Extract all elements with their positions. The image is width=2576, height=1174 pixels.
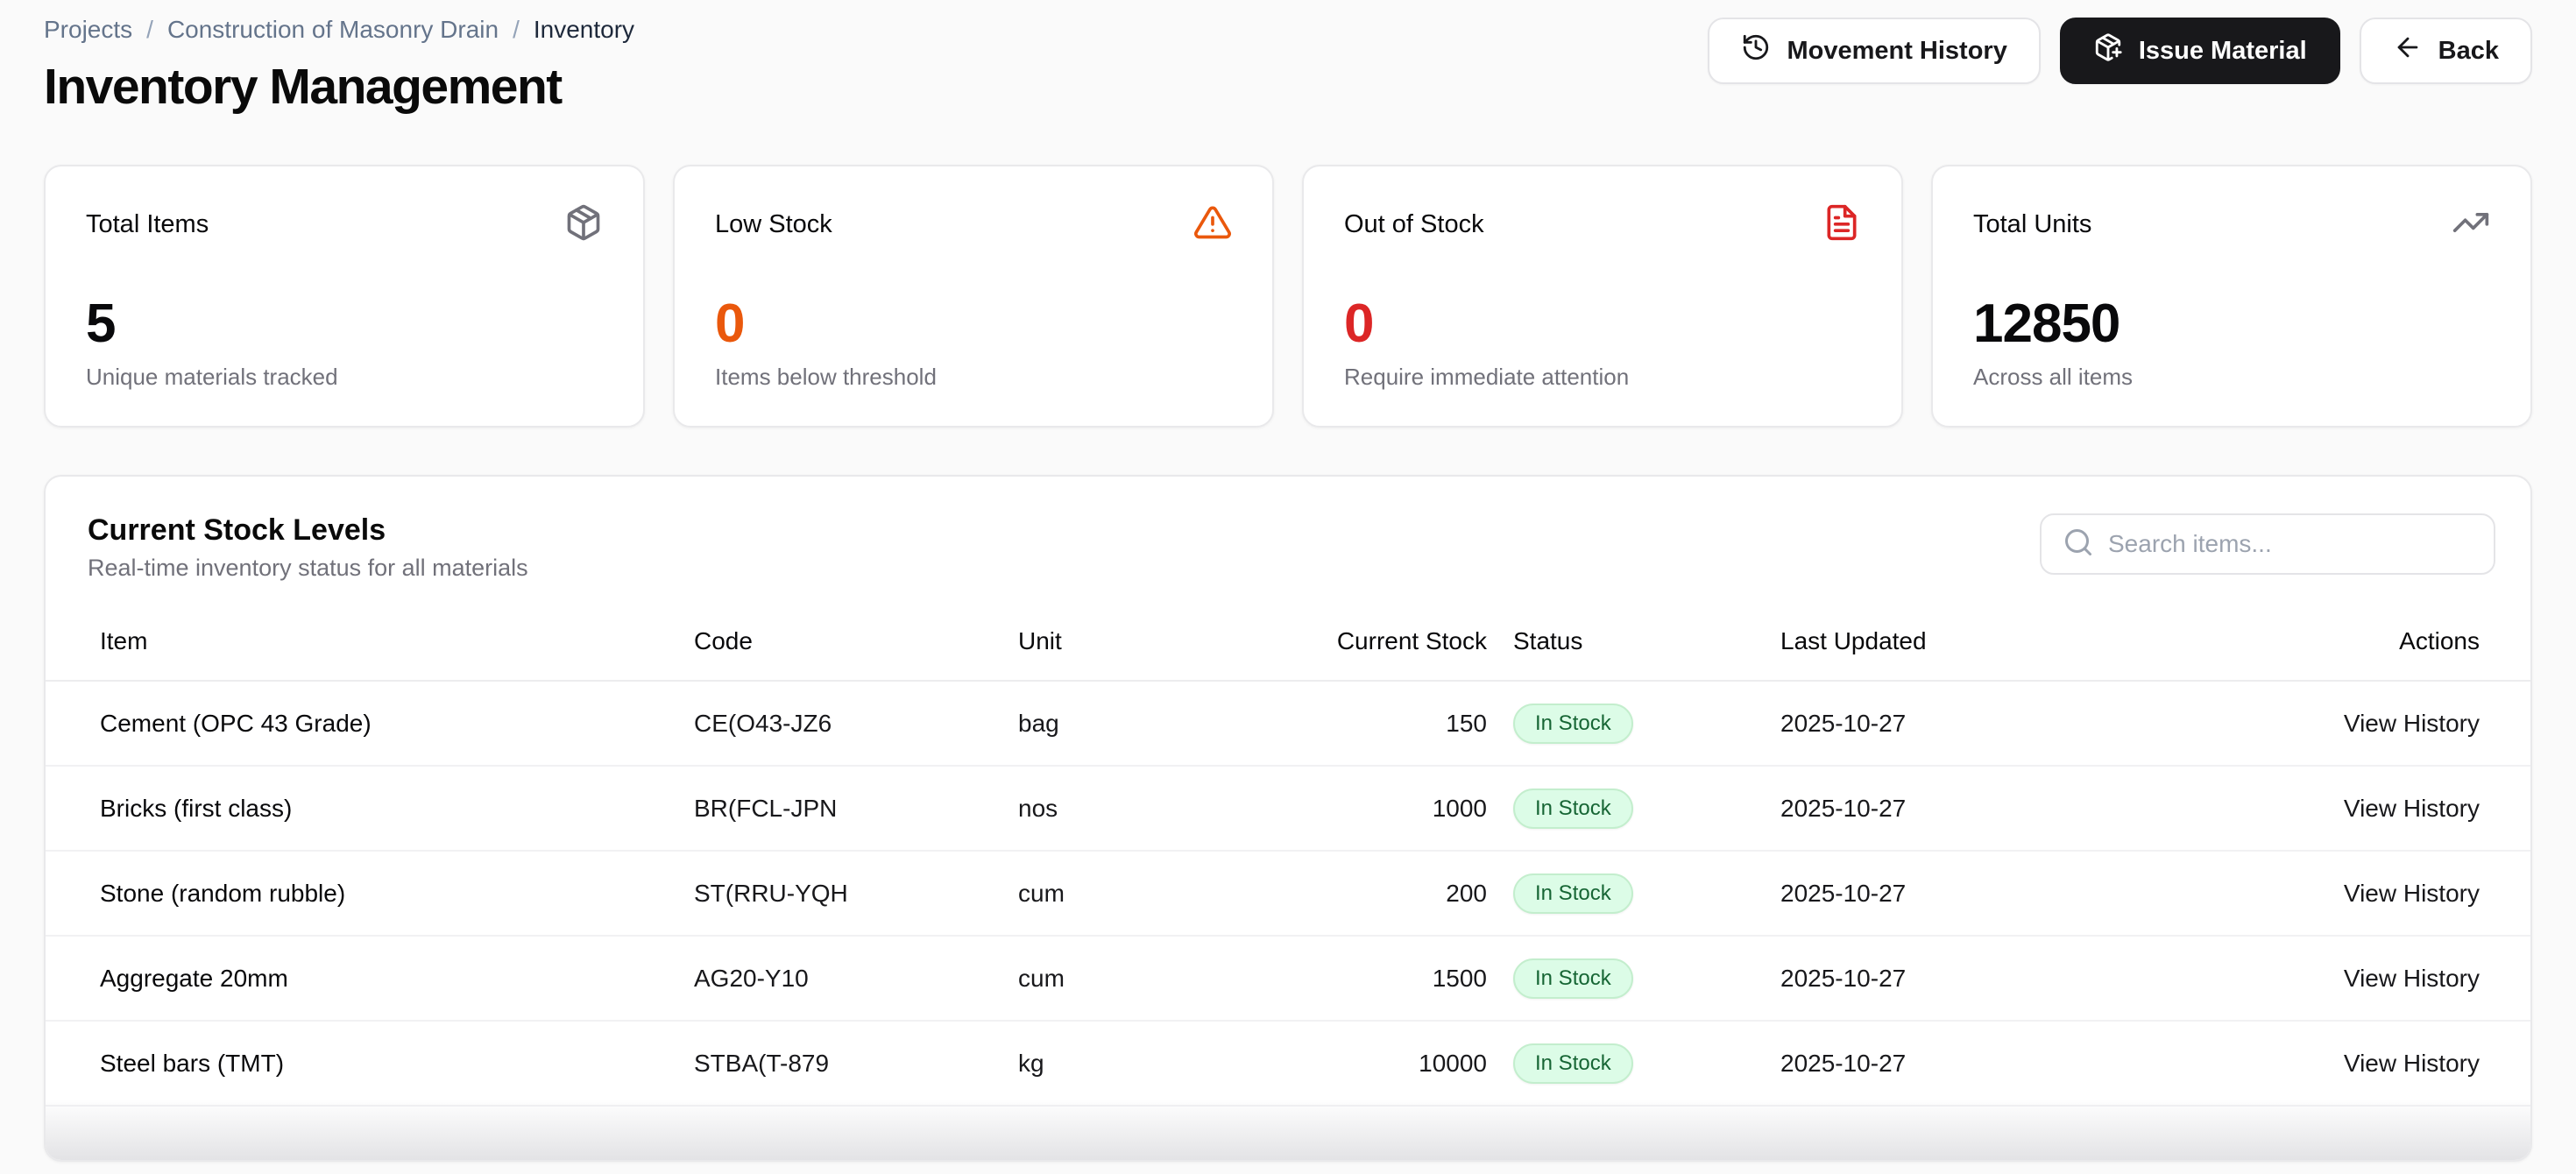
status-badge: In Stock — [1513, 788, 1633, 829]
item-updated: 2025-10-27 — [1754, 681, 2087, 767]
status-badge: In Stock — [1513, 958, 1633, 999]
item-stock: 150 — [1299, 681, 1487, 767]
stat-card-out-of-stock: Out of Stock 0 Require immediate attenti… — [1302, 165, 1903, 428]
trending-up-icon — [2452, 203, 2490, 246]
stock-table: Item Code Unit Current Stock Status Last… — [46, 605, 2530, 1107]
status-badge: In Stock — [1513, 873, 1633, 914]
stat-value: 12850 — [1973, 294, 2120, 354]
package-icon — [564, 203, 603, 246]
item-unit: bag — [1018, 681, 1299, 767]
breadcrumb-separator: / — [513, 16, 520, 43]
arrow-left-icon — [2393, 32, 2423, 69]
header-actions: Movement History Issue Material Back — [1708, 16, 2532, 84]
item-code: BR(FCL-JPN — [694, 766, 1018, 852]
search-icon — [2063, 527, 2094, 562]
column-header-stock: Current Stock — [1299, 605, 1487, 682]
breadcrumb-projects[interactable]: Projects — [44, 16, 133, 43]
search-box[interactable] — [2040, 513, 2495, 575]
section-subtitle: Real-time inventory status for all mater… — [88, 555, 528, 581]
item-stock: 1500 — [1299, 936, 1487, 1022]
item-name: Aggregate 20mm — [46, 936, 694, 1022]
item-stock: 200 — [1299, 851, 1487, 937]
history-icon — [1741, 32, 1771, 69]
stat-description: Unique materials tracked — [86, 364, 338, 390]
stat-label: Out of Stock — [1344, 210, 1484, 238]
stat-label: Total Items — [86, 210, 209, 238]
breadcrumb: Projects / Construction of Masonry Drain… — [44, 16, 634, 44]
stats-row: Total Items 5 Unique materials tracked L… — [44, 165, 2532, 428]
stat-description: Across all items — [1973, 364, 2134, 390]
item-stock: 10000 — [1299, 1021, 1487, 1107]
status-badge: In Stock — [1513, 703, 1633, 744]
item-name: Bricks (first class) — [46, 766, 694, 852]
stat-value: 0 — [715, 294, 745, 354]
issue-material-button[interactable]: Issue Material — [2059, 18, 2340, 84]
table-head-left: Current Stock Levels Real-time inventory… — [88, 513, 528, 582]
item-name: Steel bars (TMT) — [46, 1021, 694, 1107]
item-unit: nos — [1018, 766, 1299, 852]
stat-description: Items below threshold — [715, 364, 937, 390]
table-row: Bricks (first class) BR(FCL-JPN nos 1000… — [46, 766, 2530, 852]
section-title: Current Stock Levels — [88, 513, 386, 547]
item-updated: 2025-10-27 — [1754, 936, 2087, 1022]
stock-levels-card: Current Stock Levels Real-time inventory… — [44, 475, 2532, 1162]
stat-card-total-units: Total Units 12850 Across all items — [1931, 165, 2532, 428]
column-header-actions: Actions — [2087, 605, 2530, 682]
stat-label: Low Stock — [715, 210, 832, 238]
table-header-row: Item Code Unit Current Stock Status Last… — [46, 605, 2530, 682]
item-stock: 1000 — [1299, 766, 1487, 852]
back-label: Back — [2438, 36, 2499, 65]
item-updated: 2025-10-27 — [1754, 1021, 2087, 1107]
movement-history-label: Movement History — [1787, 36, 2007, 65]
movement-history-button[interactable]: Movement History — [1708, 18, 2041, 84]
view-history-button[interactable]: View History — [2343, 709, 2480, 737]
item-code: STBA(T-879 — [694, 1021, 1018, 1107]
bottom-scroll-fade — [46, 1099, 2530, 1160]
column-header-status: Status — [1487, 605, 1754, 682]
table-row: Steel bars (TMT) STBA(T-879 kg 10000 In … — [46, 1021, 2530, 1107]
table-row: Aggregate 20mm AG20-Y10 cum 1500 In Stoc… — [46, 936, 2530, 1022]
stat-label: Total Units — [1973, 210, 2092, 238]
page-title: Inventory Management — [44, 59, 563, 115]
search-input[interactable] — [2108, 530, 2473, 558]
breadcrumb-separator: / — [146, 16, 153, 43]
item-name: Cement (OPC 43 Grade) — [46, 681, 694, 767]
issue-material-label: Issue Material — [2138, 36, 2307, 65]
item-updated: 2025-10-27 — [1754, 766, 2087, 852]
view-history-button[interactable]: View History — [2343, 794, 2480, 822]
header-left: Projects / Construction of Masonry Drain… — [44, 16, 634, 116]
alert-triangle-icon — [1193, 203, 1232, 246]
column-header-unit: Unit — [1018, 605, 1299, 682]
breadcrumb-inventory: Inventory — [533, 16, 635, 43]
page-header: Projects / Construction of Masonry Drain… — [44, 16, 2532, 116]
file-text-icon — [1822, 203, 1861, 246]
package-plus-icon — [2093, 32, 2123, 69]
item-name: Stone (random rubble) — [46, 851, 694, 937]
view-history-button[interactable]: View History — [2343, 1049, 2480, 1077]
stat-value: 0 — [1344, 294, 1374, 354]
item-unit: cum — [1018, 936, 1299, 1022]
item-unit: kg — [1018, 1021, 1299, 1107]
item-code: AG20-Y10 — [694, 936, 1018, 1022]
item-unit: cum — [1018, 851, 1299, 937]
status-badge: In Stock — [1513, 1043, 1633, 1084]
column-header-updated: Last Updated — [1754, 605, 2087, 682]
item-code: CE(O43-JZ6 — [694, 681, 1018, 767]
stat-card-total-items: Total Items 5 Unique materials tracked — [44, 165, 645, 428]
view-history-button[interactable]: View History — [2343, 964, 2480, 992]
item-code: ST(RRU-YQH — [694, 851, 1018, 937]
table-row: Stone (random rubble) ST(RRU-YQH cum 200… — [46, 851, 2530, 937]
table-row: Cement (OPC 43 Grade) CE(O43-JZ6 bag 150… — [46, 681, 2530, 767]
column-header-code: Code — [694, 605, 1018, 682]
column-header-item: Item — [46, 605, 694, 682]
stat-value: 5 — [86, 294, 116, 354]
view-history-button[interactable]: View History — [2343, 879, 2480, 907]
stat-description: Require immediate attention — [1344, 364, 1630, 390]
stat-card-low-stock: Low Stock 0 Items below threshold — [673, 165, 1274, 428]
item-updated: 2025-10-27 — [1754, 851, 2087, 937]
back-button[interactable]: Back — [2359, 18, 2532, 84]
breadcrumb-project-name[interactable]: Construction of Masonry Drain — [166, 16, 499, 43]
